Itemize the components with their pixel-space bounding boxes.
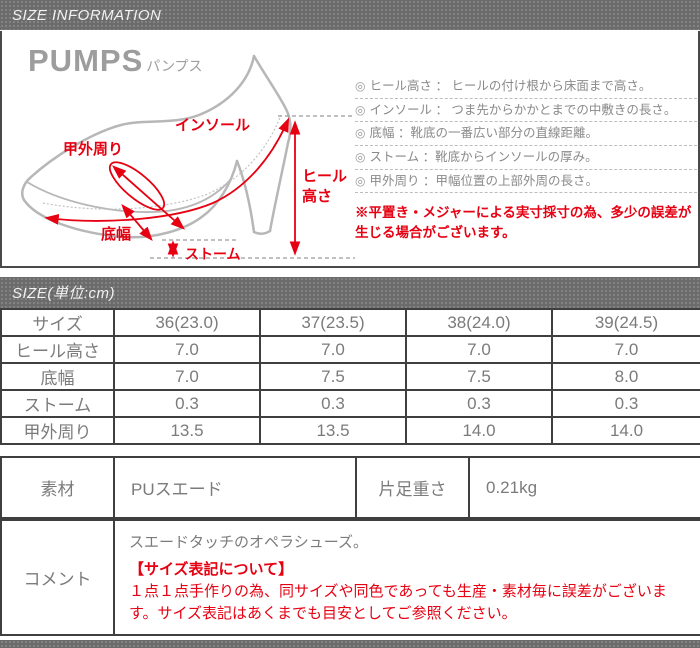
table-row-sole-width: 底幅 7.0 7.5 7.5 8.0 [0,362,700,391]
weight-label: 片足重さ [355,456,470,519]
cell-value: 7.0 [551,335,700,364]
row-label: ヒール高さ [0,335,115,364]
sole-width-label: 底幅 [101,225,131,243]
size-column-37: 37(23.5) [259,308,407,337]
instep-girth-arrow [111,165,186,230]
cell-value: 8.0 [551,362,700,391]
cell-value: 0.3 [259,389,407,418]
product-title-en: PUMPS [28,43,144,78]
cell-value: 7.0 [113,362,261,391]
insole-arrow [44,117,290,225]
section-header-title: SIZE INFORMATION [12,6,162,24]
size-note-body: １点１点手作りの為、同サイズや同色であっても生産・素材毎に誤差がございます。サイ… [129,582,667,622]
size-table-header-row: サイズ 36(23.0) 37(23.5) 38(24.0) 39(24.5) [0,308,700,337]
definition-storm: ◎ ストーム ：靴底からインソールの厚み。 [355,146,697,170]
comment-table: コメント スエードタッチのオペラシューズ。 【サイズ表記について】 １点１点手作… [0,519,700,636]
cell-value: 7.0 [259,335,407,364]
section-header-size-information: SIZE INFORMATION [0,0,700,30]
product-title-jp: パンプス [146,58,203,74]
cell-value: 13.5 [259,416,407,445]
material-label: 素材 [0,456,115,519]
shoe-measurement-diagram: インソール 甲外周り 底幅 ストーム ヒール 高さ [15,53,360,273]
material-value: PUスエード [113,456,357,519]
row-label: 甲外周り [0,416,115,445]
double-circle-icon: ◎ [355,126,366,141]
cell-value: 14.0 [405,416,553,445]
table-row-storm: ストーム 0.3 0.3 0.3 0.3 [0,389,700,418]
material-row: 素材 PUスエード 片足重さ 0.21kg [0,456,700,519]
double-circle-icon: ◎ [355,173,366,188]
definition-instep-girth: ◎ 甲外周り ：甲幅位置の上部外周の長さ。 [355,170,697,194]
material-table: 素材 PUスエード 片足重さ 0.21kg [0,456,700,519]
size-section-title: SIZE(単位:cm) [12,285,115,302]
comment-row: コメント スエードタッチのオペラシューズ。 【サイズ表記について】 １点１点手作… [0,519,700,636]
storm-label: ストーム [185,246,241,262]
product-title: PUMPS パンプス [28,43,203,79]
size-table: サイズ 36(23.0) 37(23.5) 38(24.0) 39(24.5) … [0,308,700,445]
heel-height-label-line1: ヒール [302,168,347,185]
definition-insole: ◎ インソール ： つま先からかかとまでの中敷きの長さ。 [355,99,697,123]
size-column-38: 38(24.0) [405,308,553,337]
cell-value: 0.3 [405,389,553,418]
weight-value: 0.21kg [468,456,700,519]
measurement-arrows [44,117,301,258]
definition-heel-height: ◎ ヒール高さ ： ヒールの付け根から床面まで高さ。 [355,75,697,99]
size-table-header-label: サイズ [0,308,115,337]
size-note-title: 【サイズ表記について】 [129,560,294,578]
row-label: 底幅 [0,362,115,391]
definition-text: インソール ： つま先からかかとまでの中敷きの長さ。 [369,102,677,117]
measurement-disclaimer: ※平置き・メジャーによる実寸採寸の為、多少の誤差が生じる場合がございます。 [355,205,692,240]
definition-text: 甲外周り ：甲幅位置の上部外周の長さ。 [369,173,598,188]
comment-content: スエードタッチのオペラシューズ。 【サイズ表記について】 １点１点手作りの為、同… [113,519,700,636]
cell-value: 7.0 [113,335,261,364]
section-header-size: SIZE(単位:cm) [0,277,700,308]
cell-value: 0.3 [551,389,700,418]
definition-text: ストーム ：靴底からインソールの厚み。 [369,149,598,164]
table-row-instep-girth: 甲外周り 13.5 13.5 14.0 14.0 [0,416,700,445]
double-circle-icon: ◎ [355,79,366,93]
double-circle-icon: ◎ [355,149,366,164]
definition-sole-width: ◎ 底幅 ：靴底の一番広い部分の直線距離。 [355,122,697,146]
table-row-heel-height: ヒール高さ 7.0 7.0 7.0 7.0 [0,335,700,364]
double-circle-icon: ◎ [355,102,366,117]
cell-value: 7.0 [405,335,553,364]
definition-text: 底幅 ：靴底の一番広い部分の直線距離。 [369,126,598,141]
definition-text: ヒール高さ ： ヒールの付け根から床面まで高さ。 [369,79,652,93]
cell-value: 13.5 [113,416,261,445]
bottom-divider-bar [0,640,700,648]
comment-description: スエードタッチのオペラシューズ。 [129,533,368,551]
cell-value: 7.5 [405,362,553,391]
measurement-definitions: ◎ ヒール高さ ： ヒールの付け根から床面まで高さ。 ◎ インソール ： つま先… [355,75,697,194]
diagram-panel: PUMPS パンプス [0,31,700,268]
cell-value: 7.5 [259,362,407,391]
comment-label: コメント [0,519,115,636]
sole-width-arrow [121,203,153,242]
instep-girth-label: 甲外周り [63,140,123,158]
cell-value: 14.0 [551,416,700,445]
size-column-39: 39(24.5) [551,308,700,337]
cell-value: 0.3 [113,389,261,418]
insole-label: インソール [175,117,250,134]
size-column-36: 36(23.0) [113,308,261,337]
pump-shoe-illustration: インソール 甲外周り 底幅 ストーム ヒール 高さ [21,54,355,262]
heel-height-label-line2: 高さ [302,187,332,205]
row-label: ストーム [0,389,115,418]
